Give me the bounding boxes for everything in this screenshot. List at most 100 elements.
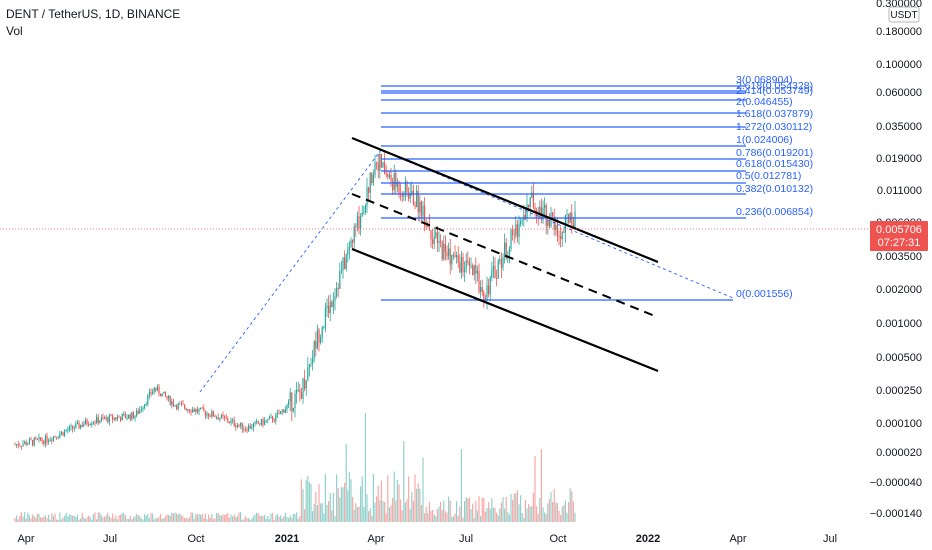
candle-body	[368, 187, 370, 193]
volume-bar	[542, 507, 544, 522]
volume-bar	[105, 515, 107, 522]
candle-body	[120, 417, 122, 421]
candle-body	[523, 214, 525, 220]
volume-bar	[67, 516, 69, 522]
candle-body	[529, 197, 531, 207]
candle-body	[121, 414, 123, 421]
candle-body	[192, 409, 194, 413]
volume-bar	[144, 514, 146, 522]
volume-bar	[150, 513, 152, 522]
candle-body	[84, 419, 87, 425]
volume-bar	[19, 515, 21, 522]
candle-body	[118, 416, 120, 418]
candle-body	[312, 358, 314, 364]
volume-bar	[456, 501, 458, 522]
volume-bar	[166, 514, 168, 522]
candle-body	[331, 301, 333, 308]
candle-body	[308, 364, 311, 368]
candle-body	[473, 265, 475, 275]
chart-legend: DENT / TetherUS, 1D, BINANCE Vol	[6, 6, 180, 40]
y-tick-label: 0.180000	[876, 26, 922, 38]
volume-bar	[344, 482, 346, 522]
volume-bar	[480, 516, 482, 522]
candle-body	[513, 234, 515, 236]
volume-bar	[115, 515, 117, 522]
candle-body	[161, 393, 163, 397]
volume-bar	[524, 499, 527, 522]
x-tick-label: Jul	[823, 533, 837, 545]
candle-body	[144, 404, 146, 408]
candle-body	[163, 391, 165, 394]
volume-bar	[515, 493, 517, 522]
volume-bar	[372, 474, 375, 522]
candle-body	[382, 162, 384, 168]
fibonacci-extension[interactable]: 3(0.068904)2.618(0.054328)2.414(0.053749…	[199, 74, 813, 393]
volume-bar	[88, 515, 90, 522]
volume-bar	[145, 515, 147, 522]
candle-body	[168, 395, 170, 399]
volume-bar	[52, 516, 55, 522]
volume-bar	[540, 449, 543, 522]
volume-bar	[110, 518, 112, 522]
candle-body	[340, 270, 343, 272]
volume-bar	[254, 514, 256, 522]
candle-body	[307, 367, 309, 381]
candle-body	[328, 305, 330, 314]
candle-body	[72, 425, 74, 429]
candle-body	[264, 420, 266, 426]
fib-level-label: 0(0.001556)	[736, 288, 793, 300]
candle-body	[288, 401, 290, 405]
volume-bar	[124, 514, 127, 522]
volume-bar	[89, 516, 91, 522]
volume-bar	[20, 512, 23, 522]
candle-body	[425, 225, 427, 228]
candle-body	[246, 429, 248, 432]
candle-body	[252, 423, 255, 428]
volume-bar	[553, 488, 555, 522]
candle-body	[156, 386, 159, 391]
candle-body	[414, 204, 416, 208]
candle-body	[435, 232, 437, 237]
volume-bar	[305, 479, 307, 522]
y-tick-label: 0.000500	[876, 352, 922, 364]
candle-body	[449, 248, 451, 265]
candle-body	[280, 411, 282, 415]
descending-channel[interactable]	[351, 136, 659, 373]
candle-body	[88, 424, 90, 426]
candle-body	[510, 229, 512, 249]
fib-anchor-line	[199, 149, 382, 393]
candle-body	[540, 206, 543, 221]
volume-bar	[299, 516, 301, 522]
volume-bar	[272, 512, 274, 522]
volume-bar	[120, 514, 122, 522]
candle-body	[233, 419, 235, 426]
volume-bar	[502, 497, 504, 522]
volume-bar	[246, 518, 248, 522]
candle-body	[152, 391, 154, 395]
candle-body	[32, 440, 34, 446]
candle-body	[224, 416, 226, 418]
candle-body	[92, 422, 95, 424]
candle-body	[432, 239, 434, 244]
volume-bar	[291, 518, 293, 522]
candle-body	[235, 425, 237, 428]
volume-bar	[56, 519, 58, 522]
volume-bar	[472, 503, 474, 522]
candle-body	[403, 194, 405, 197]
volume-bar	[313, 503, 315, 522]
candle-body	[107, 417, 109, 423]
volume-bar	[256, 512, 258, 522]
volume-bar	[33, 516, 35, 522]
candle-body	[424, 205, 426, 226]
volume-bar	[328, 501, 330, 522]
volume-bar	[94, 512, 96, 522]
volume-bar	[158, 516, 160, 522]
volume-bar	[396, 479, 399, 522]
candle-body	[323, 326, 325, 328]
candle-body	[14, 444, 16, 446]
candle-body	[116, 416, 119, 420]
candle-body	[545, 205, 547, 226]
last-price-badge	[870, 221, 928, 251]
candle-body	[454, 254, 456, 258]
